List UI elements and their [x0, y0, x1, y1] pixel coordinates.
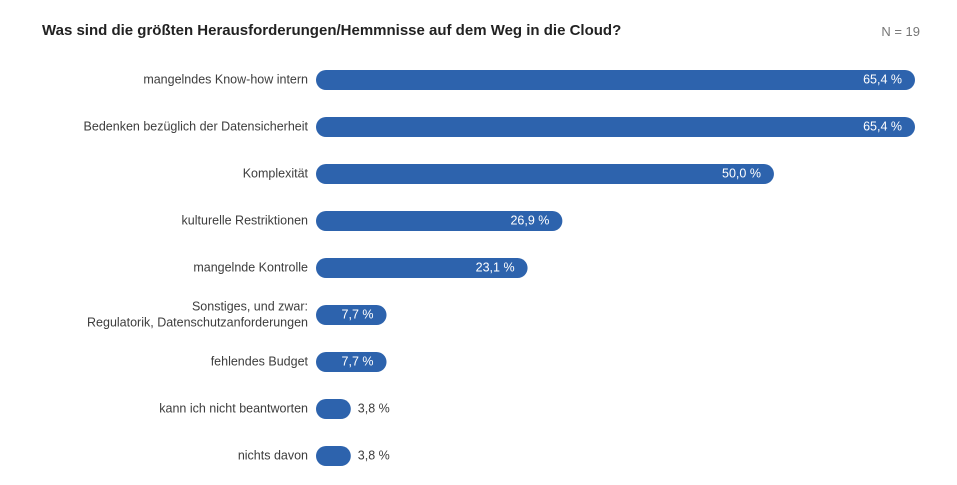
bar — [316, 305, 387, 325]
value-label: 3,8 % — [358, 401, 390, 415]
category-label: mangelnde Kontrolle — [193, 260, 308, 274]
bar — [316, 399, 351, 419]
category-label: kann ich nicht beantworten — [159, 401, 308, 415]
value-label: 26,9 % — [510, 213, 549, 227]
value-label: 65,4 % — [863, 119, 902, 133]
sample-size-label: N = 19 — [881, 24, 920, 39]
bar — [316, 117, 915, 137]
value-label: 7,7 % — [342, 354, 374, 368]
category-label: Komplexität — [243, 166, 309, 180]
value-label: 7,7 % — [342, 307, 374, 321]
bar — [316, 258, 528, 278]
value-label: 50,0 % — [722, 166, 761, 180]
category-label: Sonstiges, und zwar: — [192, 299, 308, 313]
bar — [316, 446, 351, 466]
bar — [316, 352, 387, 372]
category-label: kulturelle Restriktionen — [182, 213, 308, 227]
category-label: Bedenken bezüglich der Datensicherheit — [84, 119, 309, 133]
category-label: nichts davon — [238, 448, 308, 462]
bar — [316, 211, 563, 231]
chart-title: Was sind die größten Herausforderungen/H… — [42, 22, 622, 39]
bar — [316, 70, 915, 90]
category-label: Regulatorik, Datenschutzanforderungen — [87, 315, 308, 329]
value-label: 65,4 % — [863, 72, 902, 86]
bar — [316, 164, 774, 184]
category-label: mangelndes Know-how intern — [143, 72, 308, 86]
category-label: fehlendes Budget — [211, 354, 309, 368]
value-label: 3,8 % — [358, 448, 390, 462]
value-label: 23,1 % — [476, 260, 515, 274]
